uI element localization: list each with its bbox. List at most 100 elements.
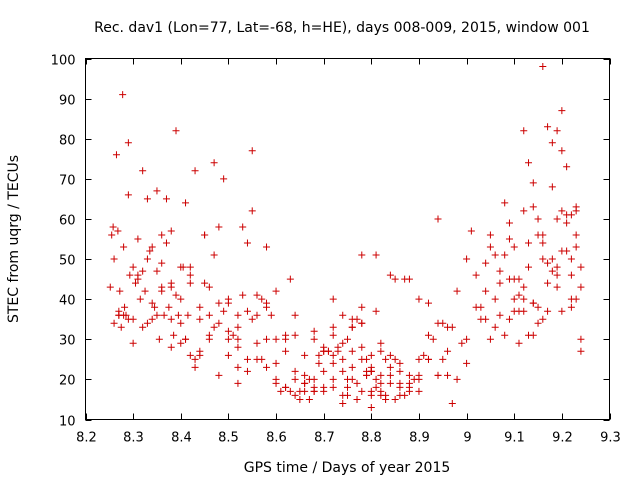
data-point bbox=[186, 351, 194, 359]
data-point bbox=[558, 307, 566, 315]
data-point bbox=[220, 307, 228, 315]
data-point bbox=[210, 323, 218, 331]
data-point bbox=[205, 331, 213, 339]
data-point bbox=[310, 327, 318, 335]
data-point bbox=[434, 371, 442, 379]
data-point bbox=[496, 267, 504, 275]
data-point bbox=[120, 243, 128, 251]
data-point bbox=[363, 355, 371, 363]
data-point bbox=[117, 323, 125, 331]
data-point bbox=[167, 283, 175, 291]
data-point bbox=[112, 151, 120, 159]
data-point bbox=[439, 319, 447, 327]
data-point bbox=[234, 363, 242, 371]
data-point bbox=[525, 263, 533, 271]
data-point bbox=[534, 215, 542, 223]
data-point bbox=[520, 283, 528, 291]
data-point bbox=[572, 203, 580, 211]
data-point bbox=[486, 243, 494, 251]
data-point bbox=[382, 391, 390, 399]
data-point bbox=[444, 371, 452, 379]
x-tick-label: 9 bbox=[463, 431, 471, 446]
data-point bbox=[572, 243, 580, 251]
x-tick-label: 8.5 bbox=[218, 431, 239, 446]
data-point bbox=[520, 127, 528, 135]
data-point bbox=[186, 271, 194, 279]
data-point bbox=[196, 347, 204, 355]
x-tick-label: 9.3 bbox=[600, 431, 621, 446]
data-point bbox=[224, 351, 232, 359]
data-point bbox=[205, 283, 213, 291]
data-point bbox=[496, 311, 504, 319]
data-point bbox=[167, 227, 175, 235]
data-point bbox=[182, 199, 190, 207]
data-point bbox=[367, 403, 375, 411]
plot-frame bbox=[85, 58, 610, 420]
data-point bbox=[405, 275, 413, 283]
data-point bbox=[572, 295, 580, 303]
data-point bbox=[334, 347, 342, 355]
x-tick-label: 8.7 bbox=[314, 431, 335, 446]
data-point bbox=[329, 323, 337, 331]
data-point bbox=[553, 127, 561, 135]
data-point bbox=[491, 295, 499, 303]
data-point bbox=[184, 311, 192, 319]
data-point bbox=[305, 375, 313, 383]
data-point bbox=[486, 335, 494, 343]
data-point bbox=[167, 315, 175, 323]
data-point bbox=[415, 387, 423, 395]
data-point bbox=[272, 335, 280, 343]
data-point bbox=[210, 159, 218, 167]
data-point bbox=[534, 319, 542, 327]
data-point bbox=[567, 303, 575, 311]
data-point bbox=[324, 347, 332, 355]
y-tick-label: 70 bbox=[59, 174, 76, 189]
y-axis-label: STEC from uqrg / TECUs bbox=[6, 155, 22, 323]
data-point bbox=[486, 231, 494, 239]
y-tick-label: 20 bbox=[59, 374, 76, 389]
data-point bbox=[386, 363, 394, 371]
data-point bbox=[134, 235, 142, 243]
data-point bbox=[234, 323, 242, 331]
data-point bbox=[377, 387, 385, 395]
data-point bbox=[134, 271, 142, 279]
data-point bbox=[329, 383, 337, 391]
data-point bbox=[501, 331, 509, 339]
data-point bbox=[239, 223, 247, 231]
data-point bbox=[458, 339, 466, 347]
data-point bbox=[405, 387, 413, 395]
data-point bbox=[320, 367, 328, 375]
data-point bbox=[234, 343, 242, 351]
x-tick-label: 9.2 bbox=[552, 431, 573, 446]
data-point bbox=[496, 279, 504, 287]
data-point bbox=[329, 331, 337, 339]
data-point bbox=[229, 331, 237, 339]
data-point bbox=[177, 295, 185, 303]
data-point bbox=[215, 371, 223, 379]
data-point bbox=[558, 147, 566, 155]
data-point bbox=[234, 311, 242, 319]
data-point bbox=[567, 211, 575, 219]
data-point bbox=[301, 371, 309, 379]
data-point bbox=[563, 219, 571, 227]
data-point bbox=[253, 291, 261, 299]
data-point bbox=[119, 91, 127, 99]
data-point bbox=[448, 399, 456, 407]
data-point bbox=[191, 363, 199, 371]
data-point bbox=[339, 311, 347, 319]
data-point bbox=[405, 371, 413, 379]
data-point bbox=[124, 139, 132, 147]
data-point bbox=[253, 339, 261, 347]
data-point bbox=[382, 355, 390, 363]
x-tick-label: 9.1 bbox=[504, 431, 525, 446]
data-point bbox=[558, 207, 566, 215]
data-point bbox=[548, 267, 556, 275]
data-point bbox=[267, 311, 275, 319]
data-point bbox=[243, 307, 251, 315]
data-point bbox=[372, 307, 380, 315]
data-point bbox=[291, 391, 299, 399]
data-point bbox=[510, 243, 518, 251]
x-tick-label: 8.9 bbox=[409, 431, 430, 446]
data-point bbox=[567, 271, 575, 279]
data-point bbox=[272, 359, 280, 367]
